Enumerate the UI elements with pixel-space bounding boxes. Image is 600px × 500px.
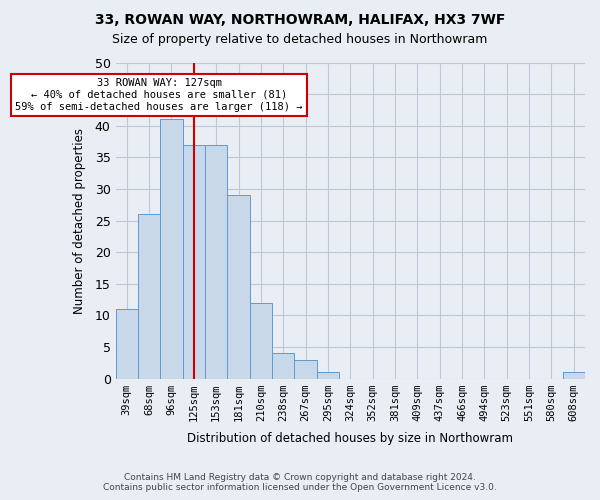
Bar (317, 372, 339, 378)
Bar (272, 353, 295, 378)
Bar (295, 360, 317, 378)
Text: Size of property relative to detached houses in Northowram: Size of property relative to detached ho… (112, 32, 488, 46)
Bar (227, 195, 250, 378)
Text: 33 ROWAN WAY: 127sqm
← 40% of detached houses are smaller (81)
59% of semi-detac: 33 ROWAN WAY: 127sqm ← 40% of detached h… (16, 78, 303, 112)
Bar (205, 144, 227, 378)
Bar (138, 214, 160, 378)
X-axis label: Distribution of detached houses by size in Northowram: Distribution of detached houses by size … (187, 432, 513, 445)
Bar (116, 309, 138, 378)
Text: 33, ROWAN WAY, NORTHOWRAM, HALIFAX, HX3 7WF: 33, ROWAN WAY, NORTHOWRAM, HALIFAX, HX3 … (95, 12, 505, 26)
Y-axis label: Number of detached properties: Number of detached properties (73, 128, 86, 314)
Bar (250, 302, 272, 378)
Text: Contains HM Land Registry data © Crown copyright and database right 2024.
Contai: Contains HM Land Registry data © Crown c… (103, 473, 497, 492)
Bar (160, 120, 182, 378)
Bar (563, 372, 585, 378)
Bar (182, 144, 205, 378)
